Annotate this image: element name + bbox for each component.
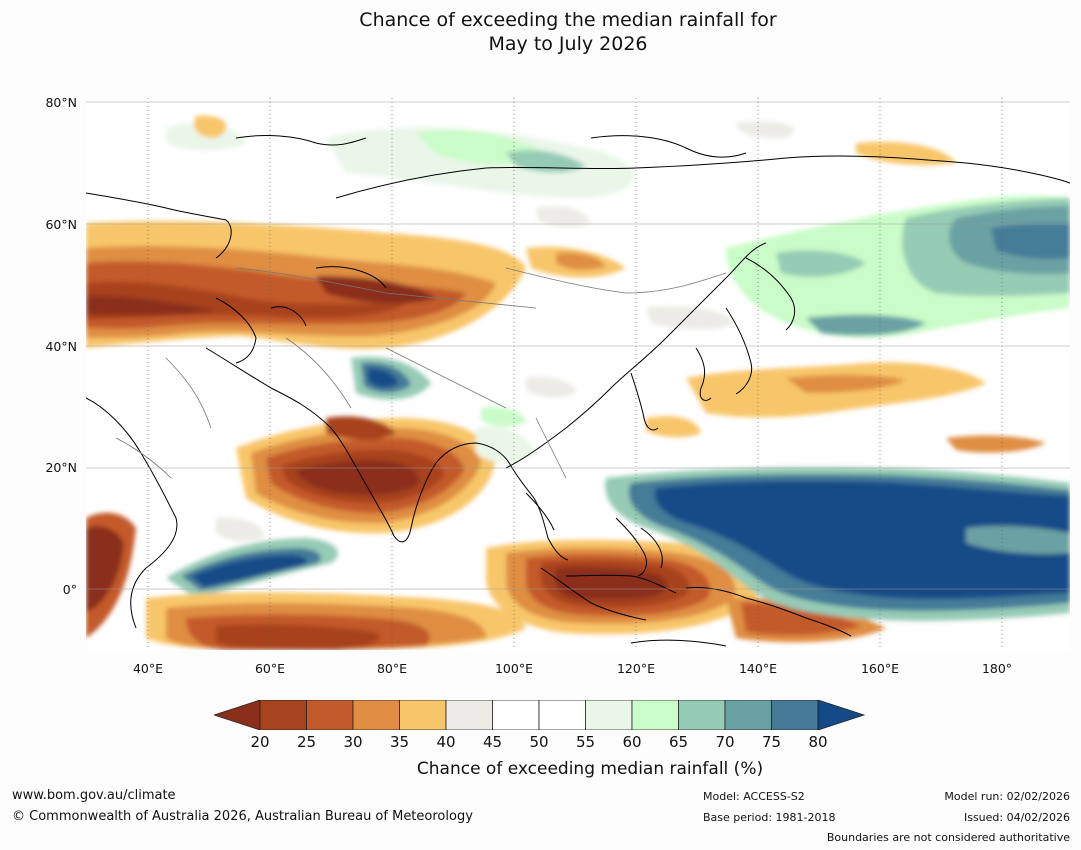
- colorbar-segment: [771, 700, 819, 730]
- lat-label-60n: 60°N: [45, 217, 77, 232]
- lat-label-40n: 40°N: [45, 339, 77, 354]
- chart-title: Chance of exceeding the median rainfall …: [0, 8, 1081, 56]
- colorbar-tick-label: 25: [296, 733, 317, 751]
- colorbar-tick-label: 65: [668, 733, 689, 751]
- colorbar-tick-label: 30: [343, 733, 363, 751]
- country-boundaries: [115, 267, 727, 479]
- disclaimer: Boundaries are not considered authoritat…: [826, 831, 1070, 844]
- colorbar-tick-label: 75: [761, 733, 782, 751]
- colorbar-segment: [259, 700, 307, 730]
- colorbar-tick-label: 80: [808, 733, 828, 751]
- lon-label-40e: 40°E: [132, 661, 164, 676]
- gridlines: [147, 98, 1003, 650]
- model-run-date: Model run: 02/02/2026: [944, 790, 1070, 803]
- colorbar-tick-label: 70: [715, 733, 735, 751]
- colorbar-tick-label: 35: [389, 733, 410, 751]
- lat-gridlines: [86, 101, 1070, 590]
- model-name: Model: ACCESS-S2: [703, 790, 805, 803]
- base-period: Base period: 1981-2018: [703, 811, 836, 824]
- lon-label-60e: 60°E: [254, 661, 286, 676]
- lon-label-180: 180°: [981, 661, 1013, 676]
- colorbar-extend-high: [817, 700, 866, 730]
- lon-label-100e: 100°E: [494, 661, 533, 676]
- lat-label-0: 0°: [62, 582, 77, 597]
- colorbar-segment: [538, 700, 586, 730]
- colorbar-tick-label: 45: [482, 733, 503, 751]
- colorbar-tick-label: 20: [250, 733, 270, 751]
- colorbar-segment: [445, 700, 493, 730]
- colorbar-tick-label: 50: [529, 733, 549, 751]
- lat-label-80n: 80°N: [45, 95, 77, 110]
- colorbar-segment: [306, 700, 354, 730]
- colorbar-segment: [724, 700, 772, 730]
- colorbar-tick-label: 60: [622, 733, 642, 751]
- map-svg: [86, 98, 1070, 650]
- colorbar-segment: [585, 700, 633, 730]
- colorbar: [214, 700, 866, 730]
- colorbar-extend-low: [214, 700, 261, 730]
- colorbar-label: Chance of exceeding median rainfall (%): [416, 759, 764, 779]
- title-line-1: Chance of exceeding the median rainfall …: [359, 9, 777, 31]
- colorbar-tick-label: 55: [575, 733, 596, 751]
- colorbar-tick-label: 40: [436, 733, 456, 751]
- rainfall-map: [86, 98, 1070, 650]
- title-line-2: May to July 2026: [488, 33, 648, 55]
- lon-label-80e: 80°E: [376, 661, 408, 676]
- colorbar-segment: [399, 700, 447, 730]
- copyright-text: © Commonwealth of Australia 2026, Austra…: [12, 809, 473, 824]
- colorbar-segment: [492, 700, 540, 730]
- colorbar-segment: [352, 700, 400, 730]
- lon-label-140e: 140°E: [738, 661, 777, 676]
- lat-label-20n: 20°N: [45, 460, 77, 475]
- lon-label-120e: 120°E: [616, 661, 655, 676]
- issued-date: Issued: 04/02/2026: [963, 811, 1070, 824]
- website-link[interactable]: www.bom.gov.au/climate: [12, 788, 176, 803]
- colorbar-segment: [631, 700, 679, 730]
- colorbar-segment: [678, 700, 726, 730]
- lon-label-160e: 160°E: [860, 661, 899, 676]
